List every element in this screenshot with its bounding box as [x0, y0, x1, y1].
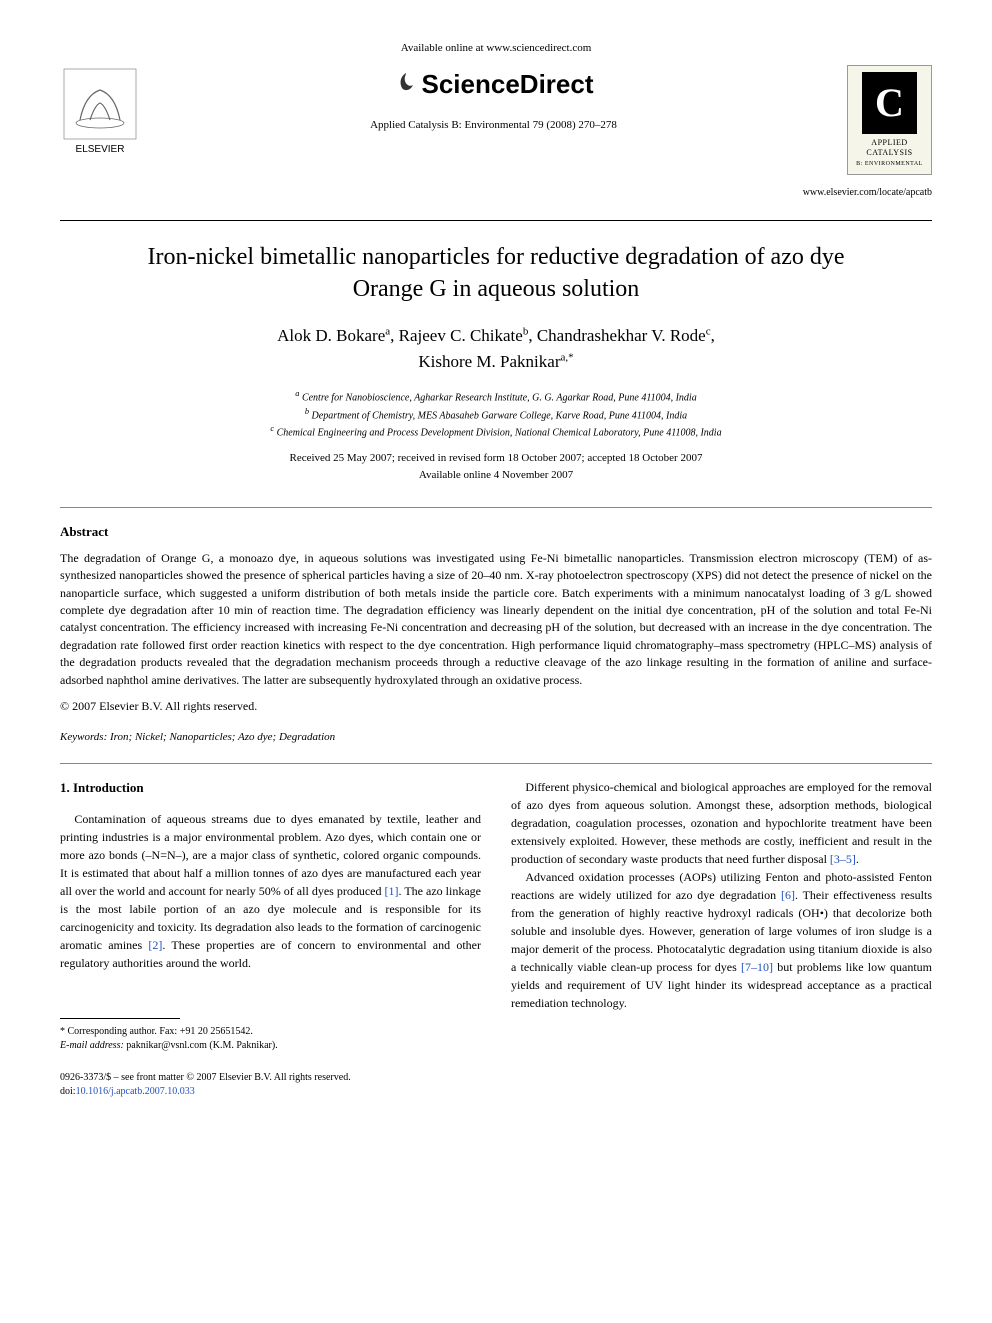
footnote-separator [60, 1018, 180, 1019]
affiliation-a: a Centre for Nanobioscience, Agharkar Re… [60, 388, 932, 405]
abstract-bottom-rule [60, 763, 932, 764]
affiliation-c: c Chemical Engineering and Process Devel… [60, 423, 932, 440]
doi-link[interactable]: 10.1016/j.apcatb.2007.10.033 [76, 1086, 195, 1097]
sciencedirect-icon [394, 66, 418, 105]
affiliations: a Centre for Nanobioscience, Agharkar Re… [60, 388, 932, 440]
journal-cover-text: APPLIED CATALYSIS B: ENVIRONMENTAL [852, 138, 927, 170]
citation-1[interactable]: [1] [385, 884, 399, 898]
footnotes: * Corresponding author. Fax: +91 20 2565… [60, 1025, 481, 1053]
affiliation-b: b Department of Chemistry, MES Abasaheb … [60, 406, 932, 423]
corresponding-author-note: * Corresponding author. Fax: +91 20 2565… [60, 1025, 481, 1039]
citation-6[interactable]: [6] [781, 888, 795, 902]
journal-reference: Applied Catalysis B: Environmental 79 (2… [140, 117, 847, 134]
article-title: Iron-nickel bimetallic nanoparticles for… [110, 241, 882, 306]
intro-p3: Advanced oxidation processes (AOPs) util… [511, 868, 932, 1012]
keywords-label: Keywords: [60, 731, 107, 743]
intro-p2: Different physico-chemical and biologica… [511, 778, 932, 868]
email-line: E-mail address: paknikar@vsnl.com (K.M. … [60, 1039, 481, 1053]
abstract-body: The degradation of Orange G, a monoazo d… [60, 550, 932, 689]
abstract-top-rule [60, 507, 932, 508]
sciencedirect-block: ScienceDirect Applied Catalysis B: Envir… [140, 65, 847, 134]
author-3: Chandrashekhar V. Rode [537, 326, 706, 345]
body-columns: 1. Introduction Contamination of aqueous… [60, 778, 932, 1099]
keywords-line: Keywords: Iron; Nickel; Nanoparticles; A… [60, 729, 932, 746]
date-online: Available online 4 November 2007 [60, 467, 932, 484]
date-received: Received 25 May 2007; received in revise… [60, 450, 932, 467]
section-1-heading: 1. Introduction [60, 778, 481, 798]
author-2: Rajeev C. Chikate [399, 326, 523, 345]
copyright-line: © 2007 Elsevier B.V. All rights reserved… [60, 697, 932, 715]
header-row: ELSEVIER ScienceDirect Applied Catalysis… [60, 65, 932, 175]
elsevier-logo: ELSEVIER [60, 65, 140, 161]
citation-7-10[interactable]: [7–10] [741, 960, 773, 974]
sciencedirect-label: ScienceDirect [422, 69, 594, 99]
top-rule [60, 220, 932, 221]
journal-url[interactable]: www.elsevier.com/locate/apcatb [60, 185, 932, 200]
footer-meta: 0926-3373/$ – see front matter © 2007 El… [60, 1071, 481, 1099]
doi-line: doi:10.1016/j.apcatb.2007.10.033 [60, 1085, 481, 1099]
citation-3-5[interactable]: [3–5] [830, 852, 856, 866]
journal-cover: C APPLIED CATALYSIS B: ENVIRONMENTAL [847, 65, 932, 175]
issn-line: 0926-3373/$ – see front matter © 2007 El… [60, 1071, 481, 1085]
citation-2[interactable]: [2] [148, 938, 162, 952]
svg-text:ELSEVIER: ELSEVIER [76, 144, 125, 155]
article-dates: Received 25 May 2007; received in revise… [60, 450, 932, 483]
authors-line: Alok D. Bokarea, Rajeev C. Chikateb, Cha… [60, 323, 932, 374]
intro-p1: Contamination of aqueous streams due to … [60, 810, 481, 972]
sciencedirect-name: ScienceDirect [140, 65, 847, 106]
keywords-list: Iron; Nickel; Nanoparticles; Azo dye; De… [110, 731, 335, 743]
author-1: Alok D. Bokare [277, 326, 385, 345]
available-online-text: Available online at www.sciencedirect.co… [60, 40, 932, 57]
email-address[interactable]: paknikar@vsnl.com [126, 1040, 207, 1051]
author-4: Kishore M. Paknikar [418, 352, 560, 371]
abstract-heading: Abstract [60, 522, 932, 542]
journal-cover-glyph: C [862, 72, 917, 134]
